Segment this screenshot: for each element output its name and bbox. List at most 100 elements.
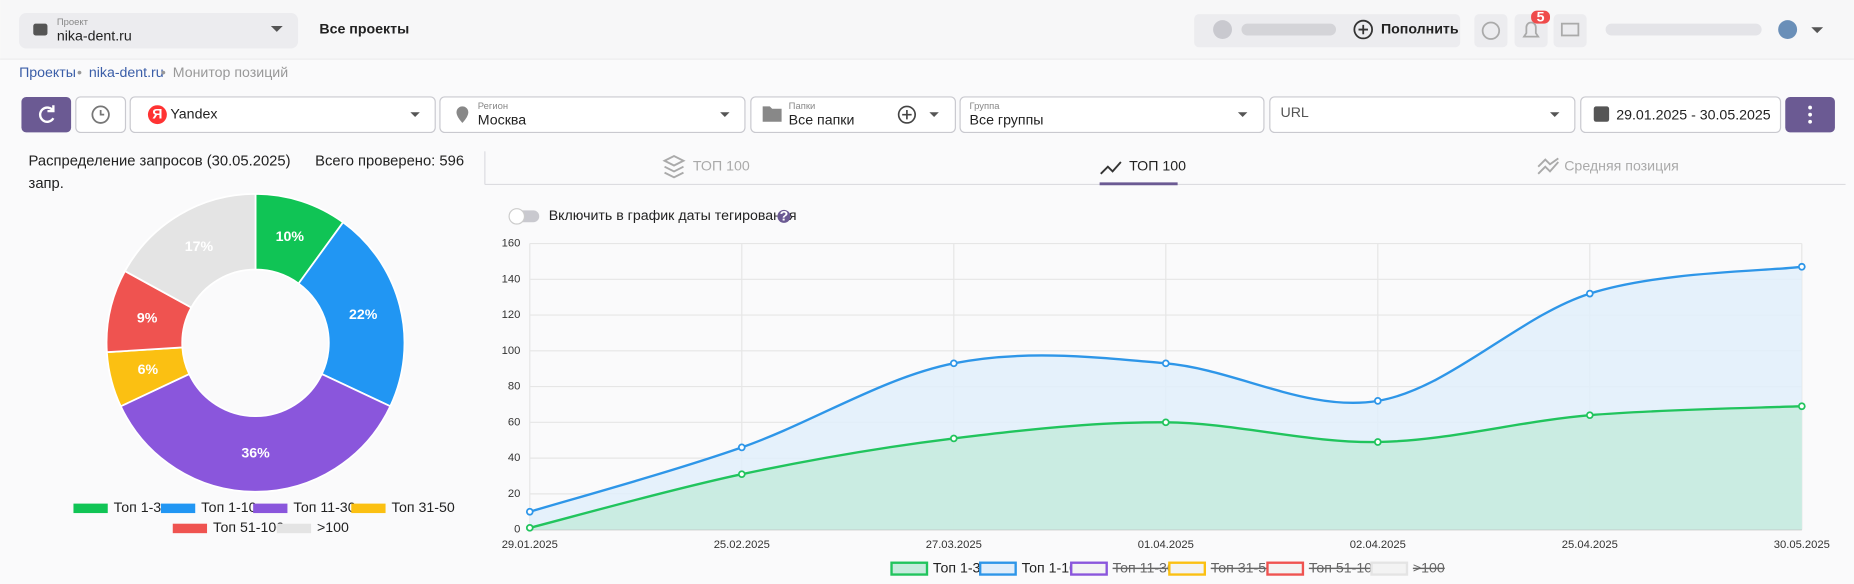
project-select[interactable]: Проект nika-dent.ru <box>19 13 299 49</box>
yandex-icon <box>147 105 167 125</box>
refresh-button[interactable] <box>21 96 72 133</box>
all-projects-link[interactable]: Все проекты <box>319 21 409 37</box>
group-select[interactable] <box>959 96 1265 133</box>
pie-slice <box>123 192 257 309</box>
legend-swatch <box>890 561 929 576</box>
average-icon <box>1537 157 1559 175</box>
add-folder-button[interactable] <box>897 105 917 124</box>
legend-label[interactable]: >100 <box>1413 560 1445 576</box>
folder-icon <box>762 106 782 122</box>
pie-slice <box>119 372 392 493</box>
x-tick-label: 25.02.2025 <box>714 539 770 551</box>
y-tick-label: 0 <box>514 524 520 536</box>
y-tick-label: 120 <box>502 309 521 321</box>
data-point <box>1585 289 1594 298</box>
data-point <box>525 523 534 532</box>
data-point <box>1161 359 1170 368</box>
y-tick-label: 80 <box>508 381 520 393</box>
region-select[interactable] <box>439 96 746 133</box>
date-range[interactable] <box>1580 96 1782 133</box>
caret <box>1550 112 1560 118</box>
legend-label[interactable]: Топ 31-50 <box>1211 560 1274 576</box>
y-tick-label: 100 <box>502 345 521 357</box>
legend-label: Топ 51-100 <box>213 520 284 536</box>
x-tick-label: 01.04.2025 <box>1138 539 1194 551</box>
tab[interactable]: ТОП 100 <box>693 158 750 174</box>
breadcrumb-current: Монитор позиций <box>173 65 288 81</box>
balance-box[interactable]: Пополнить <box>1194 14 1461 48</box>
x-tick-label: 30.05.2025 <box>1774 539 1830 551</box>
caret <box>270 26 283 32</box>
slice-label: 22% <box>349 307 378 323</box>
data-point <box>1373 397 1382 405</box>
tab[interactable]: Средняя позиция <box>1564 158 1679 174</box>
plus-sign <box>902 109 912 120</box>
pie-slice <box>297 221 406 408</box>
slice-label: 6% <box>138 362 159 378</box>
clock-icon <box>91 105 110 124</box>
legend-label: >100 <box>317 520 349 536</box>
notification-count: 5 <box>1537 9 1545 25</box>
legend-label[interactable]: Топ 1-10 <box>1022 560 1078 576</box>
slice-label: 9% <box>137 310 158 326</box>
legend-swatch <box>73 503 108 514</box>
mail-icon <box>1560 22 1580 37</box>
data-point <box>949 434 958 443</box>
region-value: Москва <box>478 112 527 128</box>
plus-sign <box>1358 24 1368 35</box>
legend-label: Топ 11-30 <box>293 500 355 516</box>
region-label: Регион <box>478 101 508 112</box>
tab-active[interactable]: ТОП 100 <box>1129 158 1186 174</box>
x-tick-label: 25.04.2025 <box>1562 539 1618 551</box>
chart-icon <box>1100 161 1122 175</box>
y-tick-label: 140 <box>502 273 521 285</box>
url-select[interactable] <box>1269 96 1576 133</box>
date-range-value: 29.01.2025 - 30.05.2025 <box>1616 108 1771 124</box>
piggy-icon <box>1213 20 1233 40</box>
check-icon <box>1481 21 1501 40</box>
blurred-email <box>1605 23 1762 36</box>
toggle-knob[interactable] <box>508 208 526 225</box>
tasks-button[interactable] <box>1474 14 1508 48</box>
data-point <box>1373 438 1382 446</box>
folders-select[interactable] <box>750 96 956 133</box>
y-tick-label: 60 <box>508 416 520 428</box>
breadcrumb[interactable]: nika-dent.ru <box>89 65 164 81</box>
data-point <box>737 470 746 479</box>
legend-label[interactable]: Топ 11-30 <box>1113 560 1175 576</box>
caret <box>1811 27 1824 34</box>
yandex-letter: Я <box>152 106 162 122</box>
x-tick-label: 27.03.2025 <box>926 539 982 551</box>
y-tick-label: 40 <box>508 452 520 464</box>
legend-label: Топ 1-10 <box>201 500 257 516</box>
top-up-label[interactable]: Пополнить <box>1381 21 1459 37</box>
pie-chart: 10% 22% 36% 6% 9% 17% Топ 1-3 Топ 1-10 Топ 11-30… <box>73 192 455 536</box>
legend-label[interactable]: Топ 1-3 <box>933 560 981 576</box>
calendar-icon <box>1593 106 1610 122</box>
layers-icon <box>662 154 686 179</box>
mail-button[interactable] <box>1553 14 1587 48</box>
project-select-box[interactable] <box>19 13 299 49</box>
slice-label: 17% <box>185 239 214 255</box>
legend-swatch <box>172 523 208 534</box>
legend-swatch <box>351 503 386 514</box>
avatar[interactable] <box>1778 20 1798 40</box>
caret <box>410 112 420 118</box>
help-icon[interactable] <box>777 209 791 223</box>
line-chart: 0 20 40 60 80 100 120 140 160 29.01.2025 25.02.202… <box>502 237 1830 576</box>
folders-value: Все папки <box>789 112 855 128</box>
legend-swatch <box>1070 561 1108 576</box>
data-point <box>1797 262 1806 271</box>
project-name: nika-dent.ru <box>57 28 132 44</box>
legend-label[interactable]: Топ 51-100 <box>1309 560 1380 576</box>
legend-swatch <box>1266 561 1305 576</box>
data-point <box>1797 402 1806 411</box>
badge <box>1531 10 1551 24</box>
series-area <box>529 406 1802 530</box>
pin-icon <box>456 106 469 123</box>
pie-heading: Распределение запросов (30.05.2025) Всег… <box>29 153 465 192</box>
breadcrumb[interactable]: Проекты <box>19 65 76 81</box>
plus-icon <box>1353 19 1373 40</box>
engine-select[interactable] <box>129 96 436 133</box>
